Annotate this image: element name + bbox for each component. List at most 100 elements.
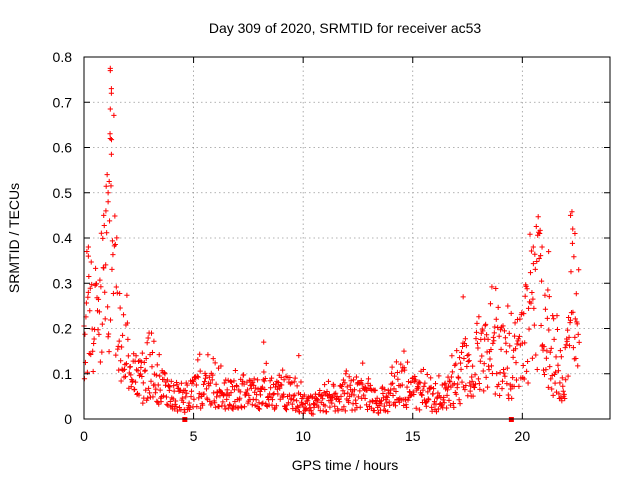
data-point xyxy=(296,409,303,415)
data-point xyxy=(186,400,192,406)
data-point xyxy=(167,398,173,405)
data-point xyxy=(87,308,93,314)
data-point xyxy=(125,336,131,342)
data-point xyxy=(469,374,475,380)
data-point xyxy=(140,380,146,386)
data-point xyxy=(357,404,363,410)
data-point xyxy=(191,396,197,402)
data-point xyxy=(249,402,255,408)
data-point xyxy=(543,355,549,361)
data-point xyxy=(315,404,321,410)
data-point xyxy=(502,335,509,341)
data-point xyxy=(516,333,522,340)
data-point xyxy=(139,350,145,356)
data-point xyxy=(408,379,414,386)
data-point xyxy=(485,336,491,342)
data-point xyxy=(261,378,267,384)
data-point xyxy=(405,397,411,403)
data-point xyxy=(111,112,117,118)
data-point xyxy=(128,372,134,378)
data-point xyxy=(365,376,372,382)
data-point xyxy=(98,230,104,236)
data-point xyxy=(525,380,531,386)
data-point xyxy=(524,286,530,292)
data-point xyxy=(107,135,113,142)
data-point xyxy=(444,387,451,393)
data-point xyxy=(183,394,189,400)
data-point xyxy=(555,362,561,368)
data-point xyxy=(101,222,107,229)
data-point xyxy=(340,388,346,394)
data-point xyxy=(546,327,552,333)
data-point xyxy=(108,183,114,189)
data-point xyxy=(132,379,139,385)
data-point xyxy=(528,248,535,254)
data-point xyxy=(538,253,544,259)
data-point xyxy=(116,338,122,344)
data-point xyxy=(117,305,123,311)
data-point xyxy=(511,383,517,390)
data-point xyxy=(533,223,539,230)
data-point xyxy=(292,392,298,398)
data-point xyxy=(99,349,105,355)
data-point xyxy=(469,378,475,384)
data-point xyxy=(212,360,218,366)
data-point xyxy=(251,382,257,388)
data-point xyxy=(413,405,419,411)
data-point xyxy=(251,376,257,382)
data-point xyxy=(283,406,290,413)
data-point xyxy=(346,374,352,380)
data-point xyxy=(164,377,171,383)
data-point xyxy=(501,328,508,334)
data-point xyxy=(572,316,578,322)
data-point xyxy=(510,374,516,381)
data-point xyxy=(443,405,450,411)
data-point xyxy=(567,212,574,218)
data-point xyxy=(489,284,495,290)
data-point xyxy=(544,315,550,321)
data-point xyxy=(514,341,520,347)
data-point xyxy=(182,387,188,394)
data-point xyxy=(322,403,328,409)
data-point xyxy=(162,371,168,377)
data-point xyxy=(96,331,102,338)
data-point xyxy=(384,400,390,406)
data-point xyxy=(106,349,112,355)
data-point xyxy=(273,403,279,409)
data-point xyxy=(435,406,441,412)
data-point xyxy=(382,387,388,393)
data-point xyxy=(267,391,273,397)
data-point xyxy=(202,370,208,376)
data-point xyxy=(476,314,482,320)
data-point xyxy=(474,320,480,327)
data-point xyxy=(291,397,297,403)
data-point xyxy=(571,254,577,260)
data-point xyxy=(103,262,109,268)
data-point xyxy=(294,383,300,389)
data-point xyxy=(358,377,364,384)
data-point xyxy=(528,300,534,306)
data-point xyxy=(99,321,105,327)
data-point xyxy=(417,380,423,386)
data-point xyxy=(379,384,386,390)
data-point xyxy=(552,380,558,386)
axis-ticks xyxy=(83,56,610,420)
data-point xyxy=(508,310,514,317)
y-tick-label: 0.4 xyxy=(53,230,73,246)
data-point xyxy=(96,309,103,315)
data-point xyxy=(151,338,157,344)
data-point xyxy=(401,348,407,354)
data-point xyxy=(557,380,563,386)
data-point xyxy=(454,348,460,354)
data-point xyxy=(221,380,227,386)
data-point xyxy=(164,401,170,407)
data-point xyxy=(324,388,330,395)
data-point xyxy=(558,394,564,400)
data-point xyxy=(146,385,152,391)
data-point xyxy=(457,401,463,407)
data-point xyxy=(449,353,455,359)
data-point xyxy=(184,382,190,388)
data-point xyxy=(391,373,398,379)
data-point xyxy=(505,303,511,309)
data-point xyxy=(430,385,437,392)
